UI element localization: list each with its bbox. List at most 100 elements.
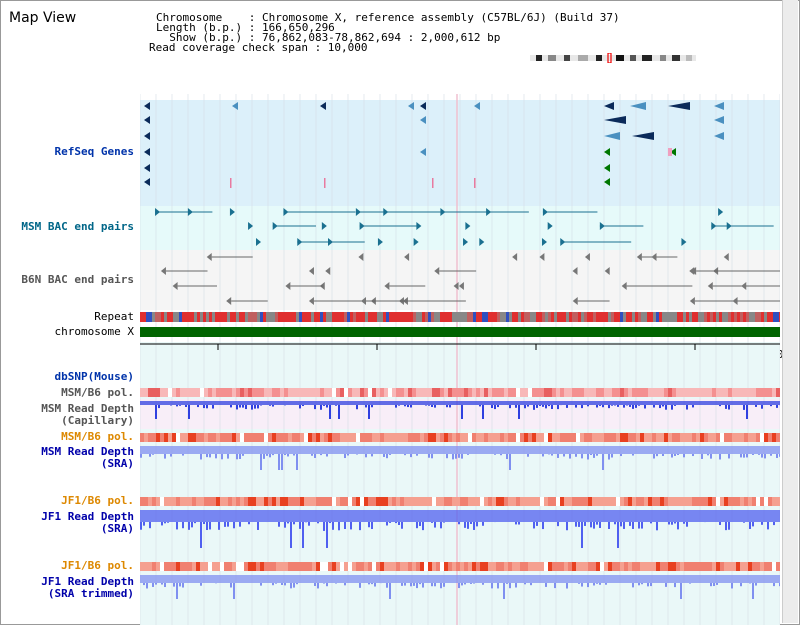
polymorphism-cell [380,562,384,571]
chromosome-ideogram[interactable] [530,53,696,63]
repeat-segment [596,312,599,322]
polymorphism-cell [756,433,760,442]
polymorphism-cell [700,562,704,571]
repeat-segment [593,312,596,322]
polymorphism-cell [424,497,428,506]
polymorphism-cell [272,497,276,506]
gene-marker [324,178,326,188]
polymorphism-cell [272,433,276,442]
msm-bac-end [321,222,327,230]
polymorphism-cell [336,562,340,571]
jf1-depth-sra-bar [161,522,163,526]
msm-bac-end [681,238,687,246]
polymorphism-cell [288,433,292,442]
polymorphism-cell [148,388,152,397]
polymorphism-cell [320,388,324,397]
repeat-segment [191,312,194,322]
msm-depth-capillary-bar [176,405,178,407]
msm-depth-sra-bar [431,454,433,459]
polymorphism-cell [228,497,232,506]
polymorphism-cell [544,497,548,506]
msm-depth-capillary-bar [761,405,763,409]
repeat-segment [653,312,656,322]
polymorphism-cell [432,562,436,571]
repeat-segment [263,312,266,322]
msm-depth-sra-bar [287,454,289,457]
polymorphism-cell [740,562,744,571]
jf1-depth-sra-bar [536,522,538,526]
msm-depth-capillary-bar [692,405,694,408]
repeat-segment [554,312,557,322]
polymorphism-cell [508,562,512,571]
polymorphism-cell [684,562,688,571]
polymorphism-cell [140,388,144,397]
b6n-bac-end [707,282,713,290]
jf1-depth-sra-bar [683,522,685,524]
polymorphism-cell [232,433,236,442]
polymorphism-cell [152,433,156,442]
jf1-depth-sra-bar [518,522,520,525]
polymorphism-cell [560,497,564,506]
polymorphism-cell [380,388,384,397]
polymorphism-cell [256,388,260,397]
polymorphism-cell [284,388,288,397]
polymorphism-cell [440,562,444,571]
polymorphism-cell [652,562,656,571]
polymorphism-cell [220,388,224,397]
msm-depth-capillary-bar [230,405,232,408]
jf1-depth-sra-bar [278,522,280,527]
polymorphism-cell [604,562,608,571]
jf1-depth-sra-bar [656,522,658,531]
polymorphism-cell [344,562,348,571]
repeat-segment [173,312,176,322]
repeat-segment [779,312,780,322]
gene-feature [604,148,610,156]
polymorphism-cell [188,388,192,397]
polymorphism-cell [196,497,200,506]
jf1-depth-sra-bar [749,522,751,529]
jf1-depth-sra-bar [209,522,211,530]
msm-depth-capillary-bar [575,405,577,408]
polymorphism-cell [588,562,592,571]
msm-depth-capillary-bar [638,405,640,406]
vertical-scrollbar[interactable] [782,0,798,623]
repeat-segment [734,312,737,322]
msm-depth-capillary-bar [251,405,253,410]
jf1-depth-trimmed-bar [545,583,547,587]
polymorphism-cell [616,562,620,571]
msm-depth-capillary-bar [653,405,655,408]
repeat-segment [443,312,446,322]
polymorphism-cell [296,497,300,506]
repeat-segment [329,312,332,322]
repeat-segment [770,312,773,322]
polymorphism-cell [716,562,720,571]
polymorphism-cell [284,433,288,442]
jf1-depth-trimmed-bar [413,583,415,586]
repeat-segment [773,312,776,322]
msm-depth-sra-bar [215,454,217,459]
msm-depth-sra-bar [779,454,780,457]
polymorphism-cell [548,497,552,506]
msm-depth-sra-bar [743,454,745,458]
polymorphism-cell [440,433,444,442]
polymorphism-cell [308,433,312,442]
msm-depth-capillary-bar [368,405,370,419]
repeat-segment [404,312,407,322]
polymorphism-cell [604,433,608,442]
polymorphism-cell [708,497,712,506]
repeat-segment [182,312,185,322]
repeat-segment [293,312,296,322]
repeat-segment [590,312,593,322]
repeat-segment [668,312,671,322]
gene-feature [232,102,238,110]
polymorphism-cell [540,388,544,397]
gene-feature [320,102,326,110]
polymorphism-cell [652,388,656,397]
polymorphism-cell [720,562,724,571]
polymorphism-cell [664,497,668,506]
genome-track-panel[interactable] [140,94,780,625]
polymorphism-cell [400,497,404,506]
jf1-depth-sra-bar [443,522,445,523]
jf1-depth-trimmed-bar [284,583,286,586]
polymorphism-cell [216,562,220,571]
